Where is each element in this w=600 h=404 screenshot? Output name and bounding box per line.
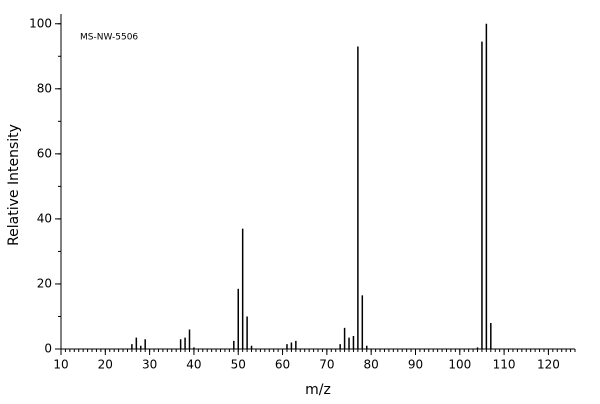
x-tick-label: 100 (448, 358, 471, 372)
y-tick-label: 80 (37, 81, 52, 95)
x-tick-label: 30 (142, 358, 157, 372)
x-tick-label: 70 (319, 358, 334, 372)
x-tick-label: 90 (408, 358, 423, 372)
x-tick-label: 110 (493, 358, 516, 372)
x-tick-label: 120 (537, 358, 560, 372)
y-tick-label: 0 (44, 342, 52, 356)
y-tick-label: 20 (37, 276, 52, 290)
y-tick-label: 100 (29, 16, 52, 30)
annotation: MS-NW-5506 (80, 33, 138, 43)
x-tick-label: 50 (231, 358, 246, 372)
x-tick-label: 10 (53, 358, 68, 372)
x-tick-label: 60 (275, 358, 290, 372)
y-axis-label: Relative Intensity (6, 124, 22, 246)
x-tick-label: 20 (98, 358, 113, 372)
x-tick-label: 40 (186, 358, 201, 372)
y-tick-label: 60 (37, 146, 52, 160)
y-tick-label: 40 (37, 211, 52, 225)
x-axis-label: m/z (305, 382, 331, 398)
x-tick-label: 80 (364, 358, 379, 372)
